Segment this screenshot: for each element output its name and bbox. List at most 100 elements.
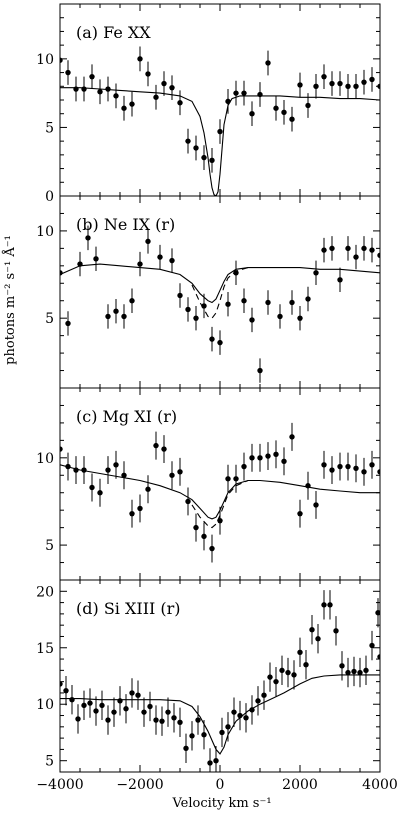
y-tick-label: 10 (36, 52, 54, 68)
data-point (193, 145, 199, 151)
data-point (209, 157, 215, 164)
data-point (195, 717, 201, 723)
data-point (249, 455, 255, 461)
data-point (93, 708, 99, 714)
x-tick-label: 0 (216, 777, 225, 793)
data-point (99, 702, 105, 709)
data-point (189, 733, 195, 739)
data-point (60, 446, 63, 452)
data-point (177, 100, 183, 106)
data-point (305, 296, 311, 302)
data-point (93, 256, 99, 262)
data-point (97, 89, 103, 95)
data-point (329, 245, 335, 252)
data-point (193, 315, 199, 321)
data-point (153, 94, 159, 100)
x-tick-label: 2000 (282, 777, 318, 793)
data-point (87, 700, 93, 706)
data-point (137, 56, 143, 62)
data-point (313, 83, 319, 89)
y-tick-label: 0 (45, 189, 54, 205)
data-point (217, 128, 223, 135)
data-point (65, 69, 71, 76)
data-point (129, 510, 135, 517)
data-point (297, 649, 303, 655)
x-tick-label: −2000 (116, 777, 163, 793)
data-point (225, 724, 231, 730)
data-point (313, 502, 319, 508)
data-point (60, 270, 63, 276)
data-point (363, 667, 369, 674)
y-axis-label: photons m⁻² s⁻¹ Å⁻¹ (2, 235, 18, 365)
data-point (137, 505, 143, 512)
data-point (63, 687, 69, 694)
data-point (161, 446, 167, 452)
data-point (117, 698, 123, 704)
data-point (169, 257, 175, 264)
data-point (369, 76, 375, 83)
data-point (261, 692, 267, 698)
data-point (353, 83, 359, 89)
data-point (121, 472, 127, 478)
data-point (145, 238, 151, 245)
data-point (60, 57, 63, 63)
x-tick-label: 4000 (362, 777, 398, 793)
data-point (267, 674, 273, 680)
y-tick-label: 15 (36, 641, 54, 657)
data-point (60, 681, 63, 687)
data-point (183, 745, 189, 751)
data-point (321, 602, 327, 608)
data-point (159, 718, 165, 724)
data-point (69, 697, 75, 703)
data-point (265, 60, 271, 66)
data-point (337, 277, 343, 283)
data-point (89, 484, 95, 491)
data-point (297, 315, 303, 321)
data-point (153, 442, 159, 449)
data-point (217, 339, 223, 346)
data-point (113, 93, 119, 99)
data-point (327, 602, 333, 608)
model-line (60, 674, 380, 755)
data-point (369, 247, 375, 253)
data-point (165, 709, 171, 715)
data-point (273, 451, 279, 458)
panel-data (60, 225, 380, 383)
data-point (129, 101, 135, 107)
data-point (105, 313, 111, 320)
data-point (357, 669, 363, 676)
data-point (289, 299, 295, 306)
data-point (219, 729, 225, 736)
data-point (137, 261, 143, 267)
data-point (315, 636, 321, 642)
panel-title: (d) Si XIII (r) (76, 599, 181, 618)
data-point (321, 247, 327, 253)
data-point (337, 463, 343, 470)
data-point (329, 467, 335, 473)
data-point (249, 317, 255, 323)
data-point (225, 301, 231, 307)
chart-panel-2: 5 10 (c) Mg XI (r) (36, 387, 381, 581)
chart-panel-0: 0 5 10 (a) Fe XX (36, 3, 381, 205)
model-line-dashed (191, 267, 249, 319)
data-point (177, 469, 183, 475)
data-point (345, 463, 351, 470)
data-point (141, 709, 147, 715)
data-point (369, 462, 375, 468)
data-point (177, 719, 183, 726)
y-tick-label: 5 (45, 120, 54, 136)
data-point (233, 90, 239, 96)
data-point (169, 84, 175, 91)
data-point (73, 86, 79, 92)
y-tick-label: 10 (36, 451, 54, 467)
data-point (285, 669, 291, 676)
data-point (257, 367, 263, 374)
data-point (377, 252, 380, 259)
data-point (297, 510, 303, 517)
data-point (81, 86, 87, 92)
data-point (201, 533, 207, 540)
data-point (257, 455, 263, 461)
panel-data (60, 590, 380, 772)
panel-data (60, 46, 380, 196)
